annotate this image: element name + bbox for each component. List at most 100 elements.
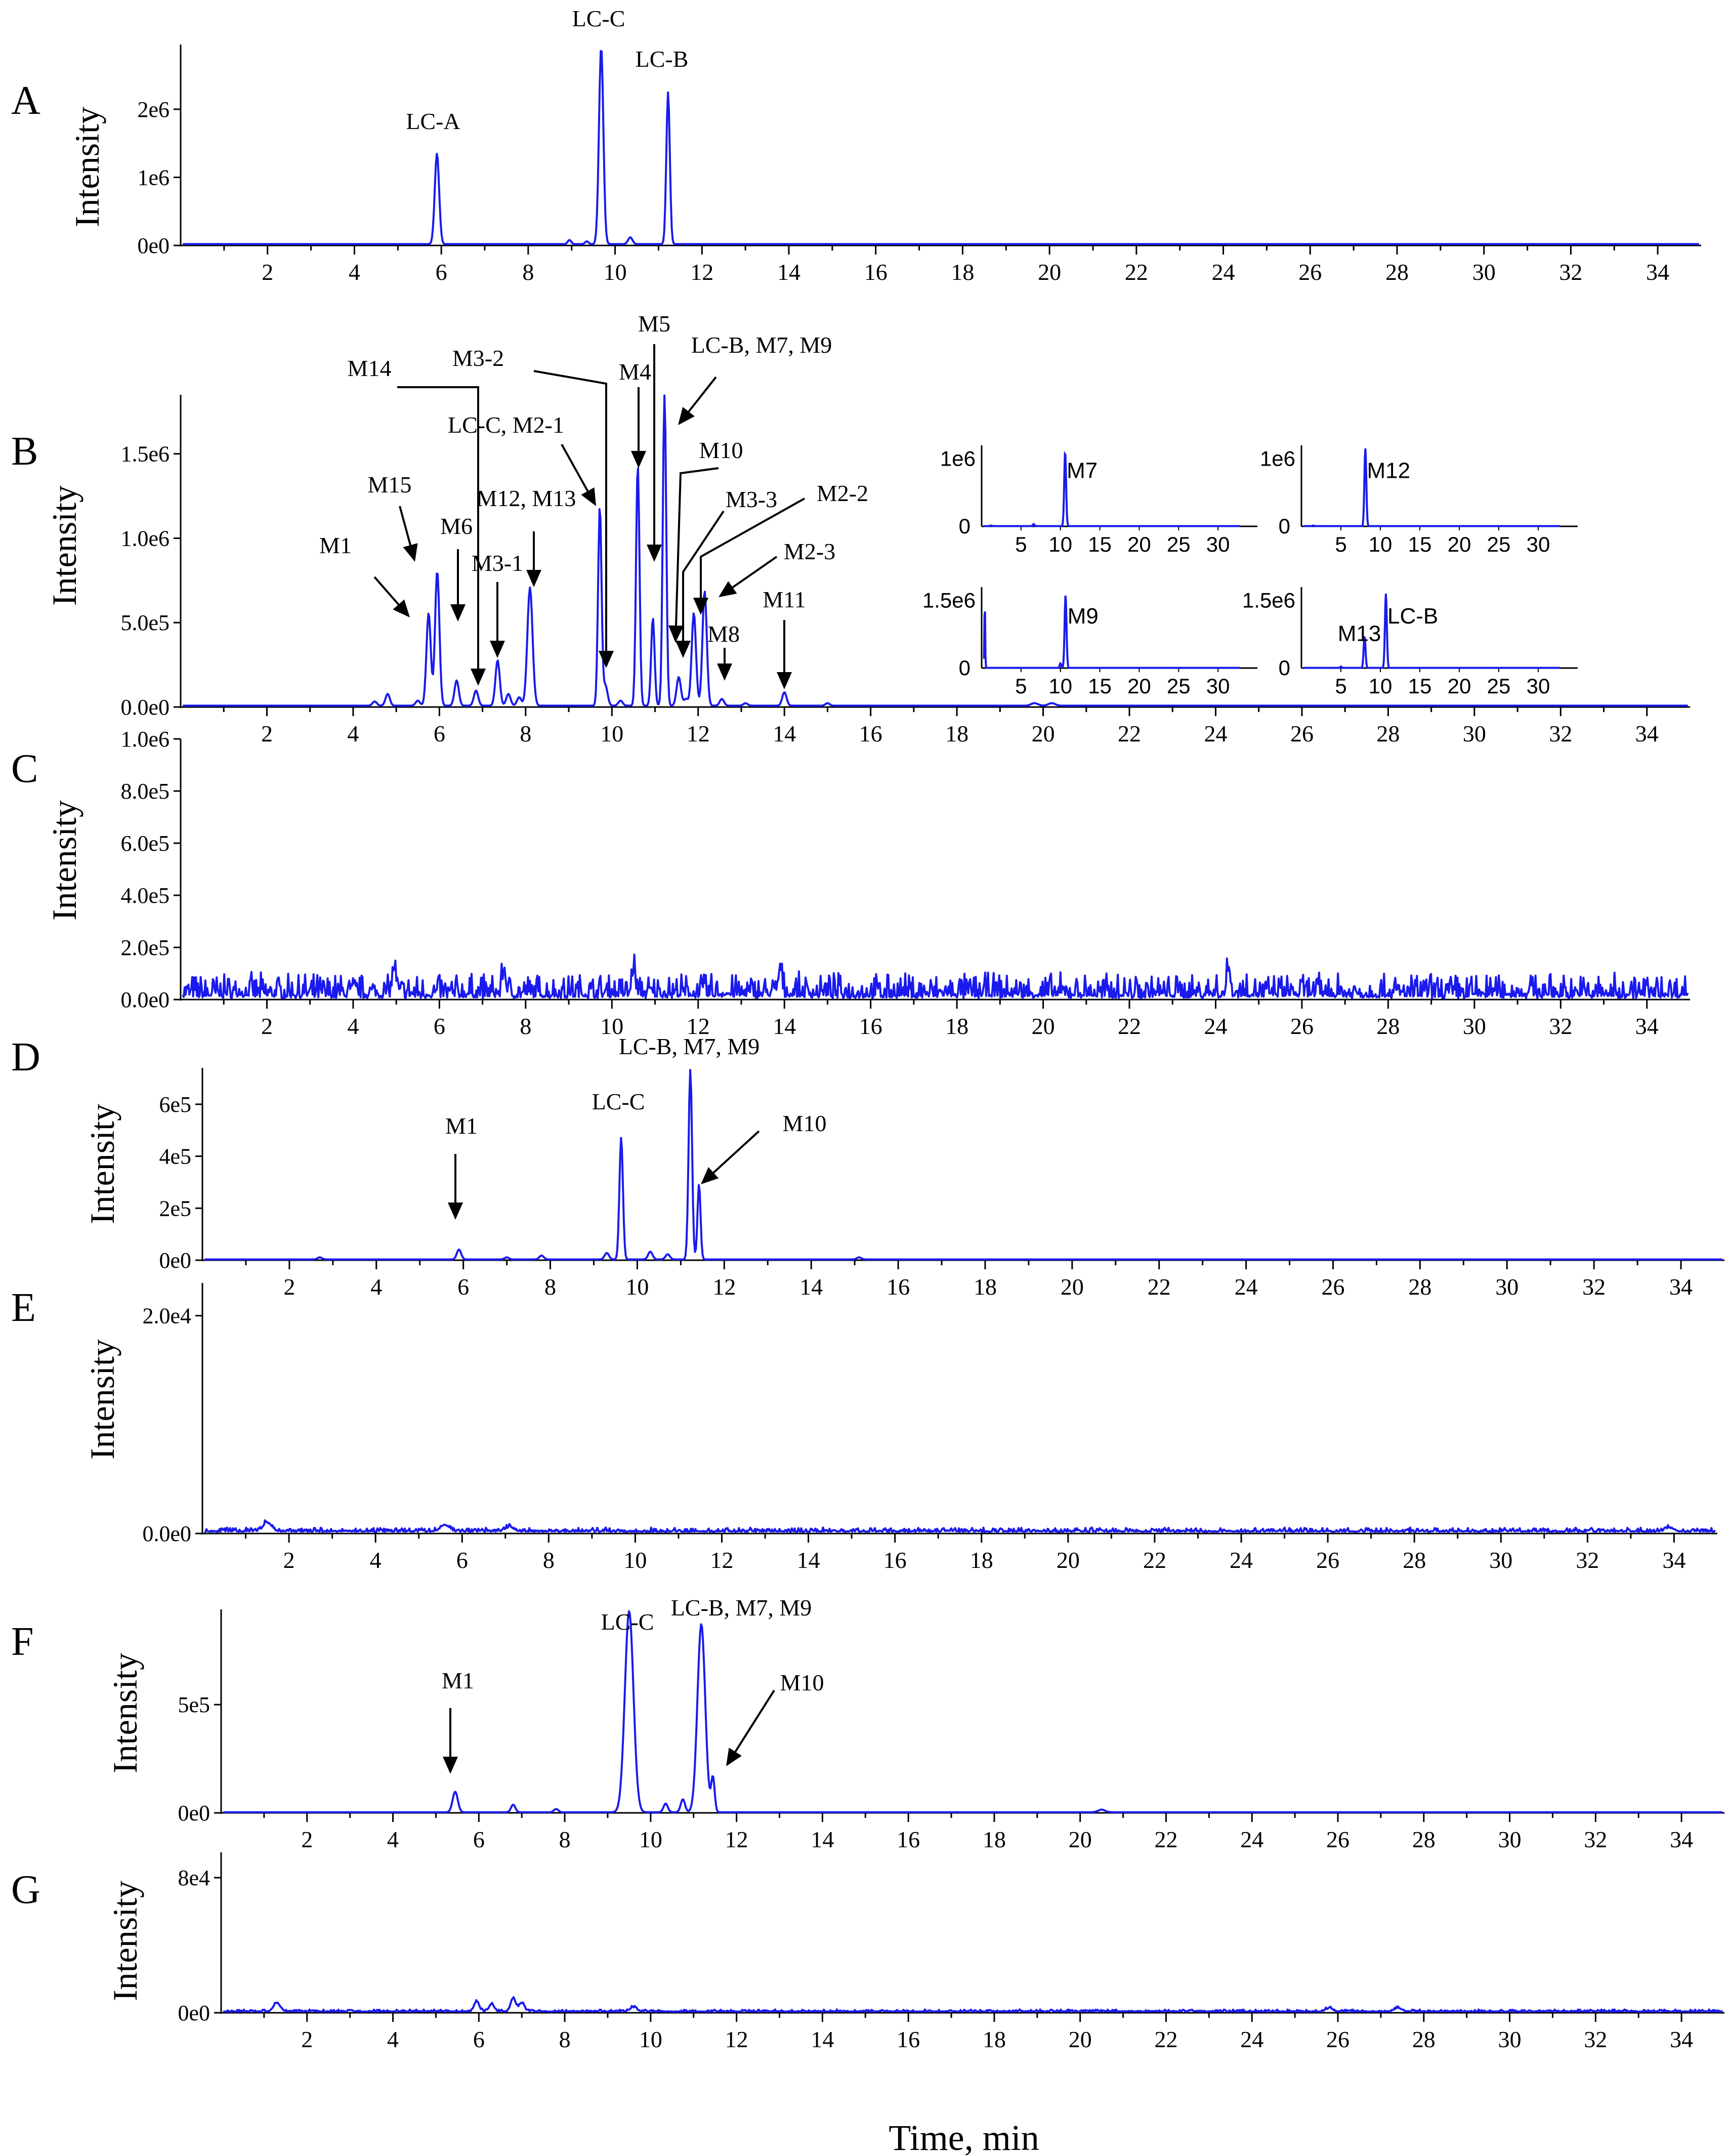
x-tick-label: 24 <box>1235 1274 1258 1300</box>
annotation-arrow-line <box>712 1130 760 1174</box>
peak-label: LC-B, M7, M9 <box>691 332 832 358</box>
x-tick-label: 26 <box>1326 1827 1349 1852</box>
x-tick-label: 4 <box>387 2026 399 2052</box>
x-tick-label: 28 <box>1408 1274 1431 1300</box>
inset-y-tick-label: 1e6 <box>940 447 976 471</box>
y-tick-label: 2e6 <box>137 97 170 122</box>
peak-label: M3-2 <box>452 345 504 371</box>
annotation-arrow-line <box>399 506 411 546</box>
x-tick-label: 8 <box>543 1547 555 1573</box>
y-tick-label: 4e5 <box>159 1144 191 1169</box>
x-tick-label: 26 <box>1316 1547 1339 1573</box>
x-tick-label: 6 <box>456 1547 468 1573</box>
x-tick-label: 34 <box>1635 1013 1659 1039</box>
inset-y-tick-label: 1.5e6 <box>922 589 976 612</box>
annotation-arrow-line <box>682 510 725 641</box>
inset-peak-label: M7 <box>1067 459 1098 483</box>
y-tick-label: 0.0e0 <box>142 1521 191 1546</box>
panel-letter: F <box>11 1620 34 1664</box>
panel-letter: A <box>11 78 40 123</box>
x-tick-label: 26 <box>1322 1274 1345 1300</box>
y-tick-label: 8e4 <box>178 1865 210 1890</box>
inset-x-tick-label: 20 <box>1448 532 1471 556</box>
x-tick-label: 6 <box>436 259 447 285</box>
x-tick-label: 34 <box>1670 1827 1693 1852</box>
y-tick-label: 4.0e5 <box>120 883 170 908</box>
peak-label: M12, M13 <box>477 485 576 511</box>
x-tick-label: 18 <box>983 2026 1006 2052</box>
inset-x-tick-label: 5 <box>1015 674 1027 698</box>
peak-label: M11 <box>763 587 806 612</box>
x-tick-label: 20 <box>1061 1274 1084 1300</box>
annotation-arrow-head <box>693 598 708 615</box>
x-tick-label: 16 <box>883 1547 907 1573</box>
x-tick-label: 2 <box>283 1547 295 1573</box>
peak-label: M10 <box>783 1110 827 1136</box>
y-tick-label: 1.5e6 <box>120 442 170 467</box>
inset-x-tick-label: 15 <box>1408 532 1432 556</box>
x-tick-label: 34 <box>1669 1274 1693 1300</box>
y-tick-label: 8.0e5 <box>120 779 170 804</box>
annotation-arrow-line <box>675 467 719 626</box>
panel-letter: E <box>11 1286 36 1330</box>
x-tick-label: 32 <box>1584 2026 1607 2052</box>
x-tick-label: 24 <box>1212 259 1235 285</box>
x-tick-label: 6 <box>434 1013 445 1039</box>
inset-x-tick-label: 15 <box>1408 674 1432 698</box>
annotation-arrow-head <box>490 641 505 658</box>
x-tick-label: 20 <box>1032 721 1055 747</box>
y-axis-label: Intensity <box>83 1104 121 1224</box>
annotation-arrow-line <box>533 370 607 651</box>
peak-label: LC-B, M7, M9 <box>619 1033 760 1059</box>
inset-M7: 5 10 15 20 25 30 1e6 0 M7 <box>940 445 1257 556</box>
inset-trace <box>984 450 1240 527</box>
inset-M12: 5 10 15 20 25 30 1e6 0 M12 <box>1260 445 1578 556</box>
annotation-arrow-head <box>777 672 792 689</box>
x-tick-label: 18 <box>945 721 968 747</box>
inset-x-tick-label: 25 <box>1487 674 1511 698</box>
x-tick-label: 26 <box>1298 259 1322 285</box>
x-tick-label: 10 <box>625 1274 649 1300</box>
x-tick-label: 2 <box>301 1827 313 1852</box>
inset-x-tick-label: 20 <box>1448 674 1471 698</box>
x-tick-label: 4 <box>370 1547 382 1573</box>
x-tick-label: 24 <box>1240 1827 1263 1852</box>
inset-x-tick-label: 15 <box>1088 674 1112 698</box>
inset-x-tick-label: 20 <box>1127 674 1151 698</box>
chromatogram-trace <box>183 394 1688 707</box>
x-tick-label: 10 <box>600 721 623 747</box>
x-tick-label: 24 <box>1204 1013 1227 1039</box>
y-tick-label: 6e5 <box>159 1092 191 1117</box>
x-tick-label: 30 <box>1498 2026 1522 2052</box>
annotation-arrow-line <box>397 386 479 669</box>
inset-x-tick-label: 30 <box>1527 674 1550 698</box>
inset-peak-label: M9 <box>1068 604 1099 629</box>
inset-y-tick-label: 1e6 <box>1260 447 1295 471</box>
y-tick-label: 1.0e6 <box>120 526 170 551</box>
inset-x-tick-label: 10 <box>1048 532 1072 556</box>
x-tick-label: 24 <box>1230 1547 1253 1573</box>
x-tick-label: 14 <box>773 1013 796 1039</box>
inset-x-tick-label: 25 <box>1167 674 1191 698</box>
x-tick-label: 28 <box>1412 1827 1436 1852</box>
annotation-arrow-head <box>701 1167 719 1184</box>
annotation-arrow-head <box>448 1203 463 1220</box>
y-axis-label: Intensity <box>106 1881 144 2001</box>
x-tick-label: 20 <box>1069 2026 1092 2052</box>
y-tick-label: 0e0 <box>159 1248 191 1273</box>
chromatogram-trace <box>204 1519 1716 1533</box>
x-tick-label: 22 <box>1148 1274 1171 1300</box>
x-tick-label: 22 <box>1154 2026 1177 2052</box>
peak-label: LC-A <box>406 108 460 134</box>
x-tick-label: 16 <box>897 1827 920 1852</box>
x-tick-label: 18 <box>951 259 974 285</box>
y-tick-label: 6.0e5 <box>120 831 170 856</box>
peak-label: LC-C <box>572 6 625 31</box>
x-tick-label: 2 <box>301 2026 313 2052</box>
x-tick-label: 6 <box>473 1827 485 1852</box>
inset-x-tick-label: 25 <box>1487 532 1511 556</box>
annotation-arrow-head <box>719 581 737 597</box>
y-tick-label: 1.0e6 <box>120 727 170 752</box>
